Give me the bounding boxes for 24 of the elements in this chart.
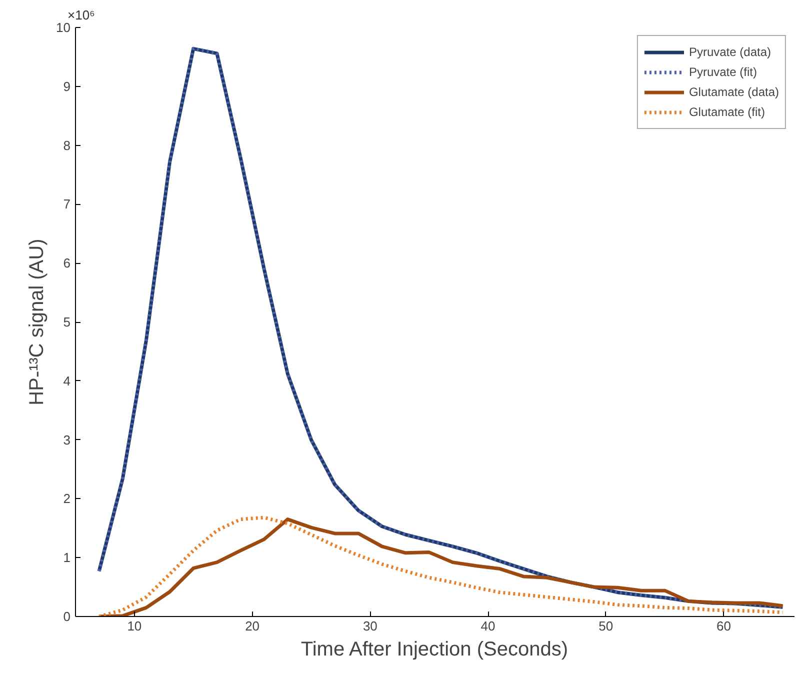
text: ×10⁶	[68, 8, 95, 22]
y-tick-label: 2	[63, 491, 71, 506]
x-tick-label: 20	[245, 618, 260, 634]
x-tick-label: 60	[716, 618, 732, 634]
x-tick-label: 40	[480, 618, 496, 634]
legend-label: Pyruvate (fit)	[688, 65, 757, 79]
y-tick-label: 5	[63, 314, 71, 330]
legend-label: Glutamate (fit)	[688, 105, 765, 119]
x-axis-title: Time After Injection (Seconds)	[300, 638, 568, 660]
y-tick-label: 4	[63, 373, 71, 388]
y-tick-label: 9	[63, 78, 71, 94]
y-tick-label: 8	[63, 138, 71, 153]
legend-label: Pyruvate (data)	[688, 45, 771, 59]
y-tick-label: 10	[56, 20, 71, 35]
x-tick-label: 10	[127, 618, 142, 634]
x-tick-label: 50	[598, 618, 614, 634]
y-tick-label: 7	[63, 196, 71, 212]
y-tick-label: 1	[63, 550, 71, 566]
y-tick-label: 6	[63, 256, 71, 271]
x-tick-label: 30	[362, 618, 378, 634]
y-tick-label: 0	[63, 609, 71, 624]
y-tick-label: 3	[63, 432, 71, 448]
legend-label: Glutamate (data)	[688, 85, 779, 99]
y-axis-title: HP-¹³C signal (AU)	[26, 238, 48, 406]
